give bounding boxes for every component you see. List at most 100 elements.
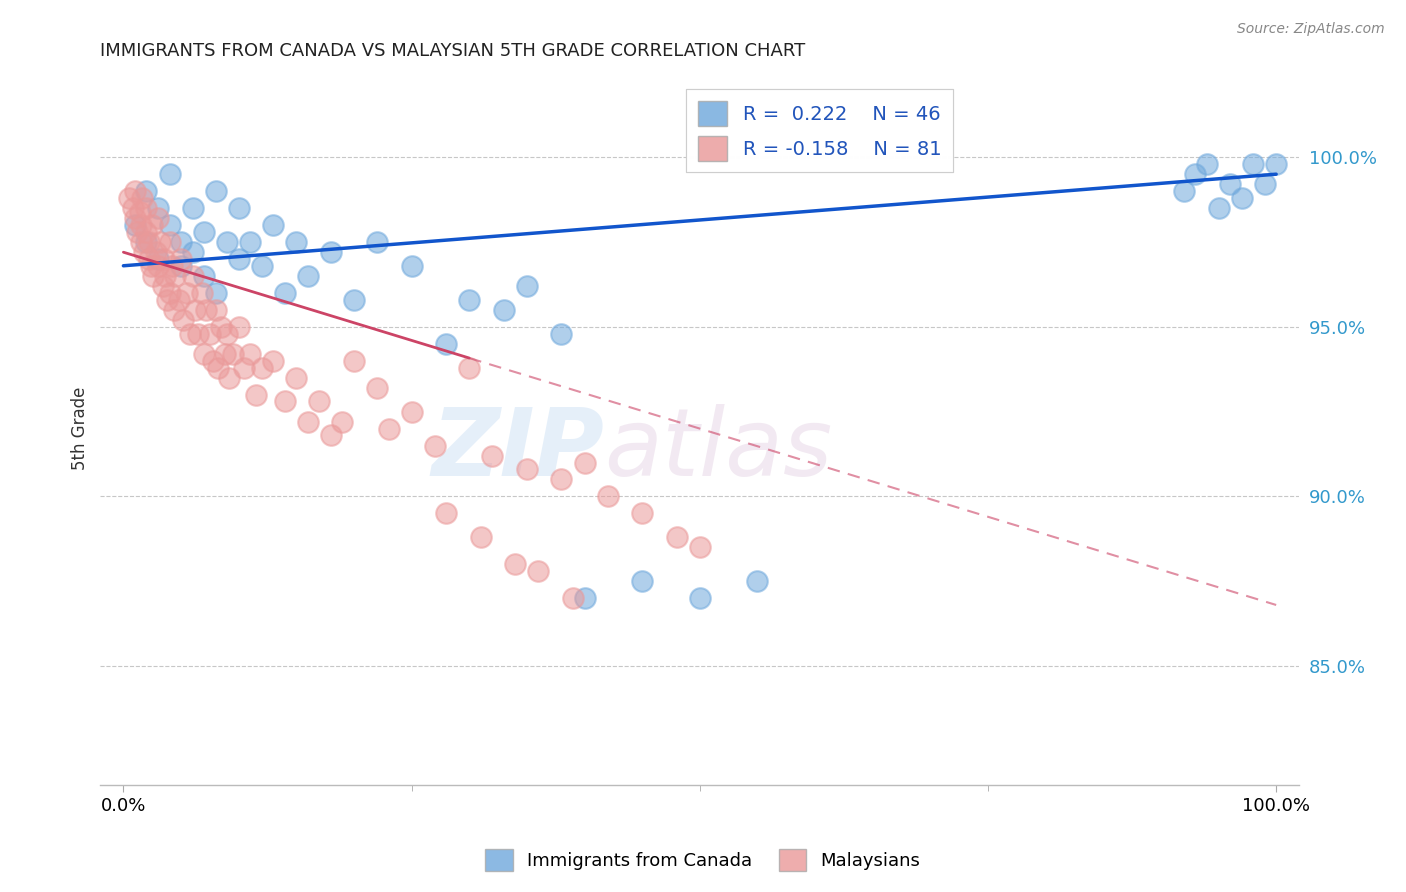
- Point: [124, 184, 146, 198]
- Legend: R =  0.222    N = 46, R = -0.158    N = 81: R = 0.222 N = 46, R = -0.158 N = 81: [686, 89, 953, 172]
- Point: [204, 302, 226, 317]
- Point: [285, 235, 308, 249]
- Point: [135, 225, 157, 239]
- Point: [128, 204, 150, 219]
- Point: [492, 302, 515, 317]
- Legend: Immigrants from Canada, Malaysians: Immigrants from Canada, Malaysians: [478, 842, 928, 879]
- Point: [434, 507, 457, 521]
- Point: [149, 235, 172, 249]
- Point: [191, 285, 214, 300]
- Point: [250, 259, 273, 273]
- Point: [1253, 178, 1275, 192]
- Point: [401, 259, 423, 273]
- Point: [160, 259, 183, 273]
- Point: [689, 541, 711, 555]
- Point: [139, 259, 162, 273]
- Point: [228, 201, 250, 215]
- Point: [550, 473, 572, 487]
- Point: [262, 353, 284, 368]
- Point: [167, 293, 190, 307]
- Text: ZIP: ZIP: [432, 404, 603, 496]
- Point: [665, 530, 688, 544]
- Point: [343, 293, 366, 307]
- Point: [1184, 167, 1206, 181]
- Point: [217, 326, 239, 341]
- Point: [135, 201, 157, 215]
- Point: [193, 268, 215, 283]
- Point: [134, 245, 156, 260]
- Point: [214, 347, 236, 361]
- Point: [165, 268, 187, 283]
- Point: [193, 347, 215, 361]
- Point: [1230, 191, 1253, 205]
- Point: [574, 456, 596, 470]
- Point: [181, 201, 204, 215]
- Point: [172, 313, 194, 327]
- Point: [170, 235, 193, 249]
- Point: [142, 268, 165, 283]
- Point: [458, 293, 481, 307]
- Text: Source: ZipAtlas.com: Source: ZipAtlas.com: [1237, 22, 1385, 37]
- Point: [156, 293, 179, 307]
- Point: [121, 201, 143, 215]
- Point: [179, 326, 201, 341]
- Point: [596, 490, 619, 504]
- Point: [159, 285, 181, 300]
- Point: [184, 302, 207, 317]
- Point: [366, 381, 388, 395]
- Point: [1173, 184, 1195, 198]
- Point: [153, 268, 176, 283]
- Point: [516, 279, 538, 293]
- Point: [159, 235, 181, 249]
- Point: [159, 167, 181, 181]
- Point: [135, 184, 157, 198]
- Point: [631, 574, 654, 589]
- Point: [308, 394, 330, 409]
- Point: [631, 507, 654, 521]
- Point: [141, 218, 163, 232]
- Point: [187, 326, 209, 341]
- Point: [202, 353, 225, 368]
- Point: [152, 252, 174, 266]
- Point: [366, 235, 388, 249]
- Point: [1241, 157, 1264, 171]
- Point: [198, 326, 221, 341]
- Point: [319, 245, 342, 260]
- Point: [228, 252, 250, 266]
- Point: [377, 421, 399, 435]
- Point: [138, 235, 160, 249]
- Point: [1219, 178, 1241, 192]
- Point: [233, 360, 256, 375]
- Point: [145, 245, 167, 260]
- Point: [218, 370, 240, 384]
- Point: [131, 191, 153, 205]
- Point: [152, 279, 174, 293]
- Point: [170, 252, 193, 266]
- Point: [747, 574, 769, 589]
- Point: [209, 319, 232, 334]
- Point: [574, 591, 596, 606]
- Point: [245, 387, 267, 401]
- Y-axis label: 5th Grade: 5th Grade: [72, 387, 89, 470]
- Point: [159, 218, 181, 232]
- Point: [163, 302, 186, 317]
- Point: [527, 564, 550, 578]
- Point: [285, 370, 308, 384]
- Point: [135, 235, 157, 249]
- Point: [562, 591, 585, 606]
- Point: [193, 225, 215, 239]
- Point: [146, 211, 169, 226]
- Point: [127, 225, 149, 239]
- Point: [124, 211, 146, 226]
- Text: IMMIGRANTS FROM CANADA VS MALAYSIAN 5TH GRADE CORRELATION CHART: IMMIGRANTS FROM CANADA VS MALAYSIAN 5TH …: [100, 42, 806, 60]
- Point: [481, 449, 503, 463]
- Point: [250, 360, 273, 375]
- Point: [228, 319, 250, 334]
- Point: [239, 235, 262, 249]
- Point: [401, 404, 423, 418]
- Point: [297, 268, 319, 283]
- Point: [176, 285, 198, 300]
- Point: [181, 268, 204, 283]
- Point: [434, 336, 457, 351]
- Point: [505, 558, 527, 572]
